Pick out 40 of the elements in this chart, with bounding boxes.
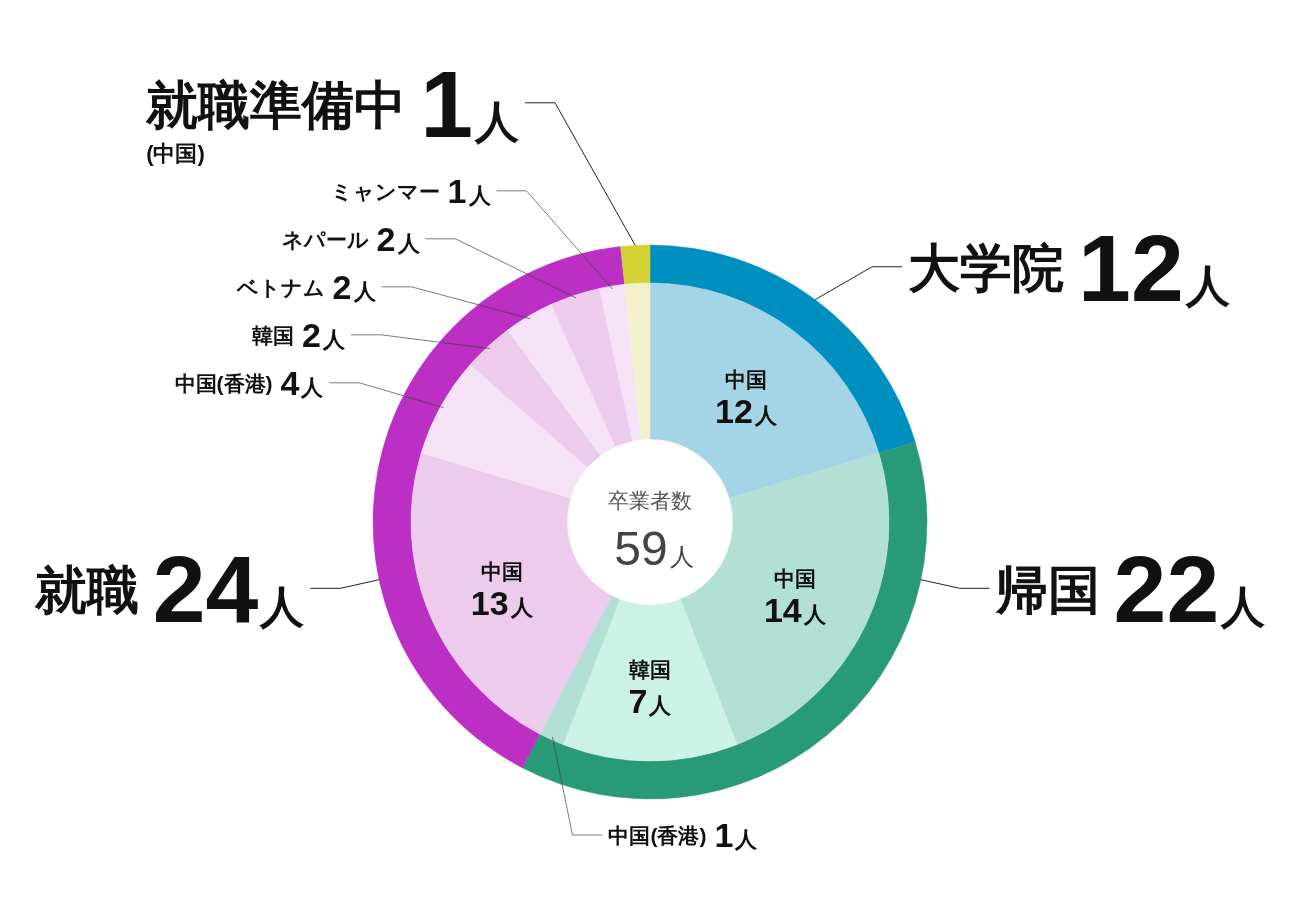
- data-label: 4人: [280, 363, 325, 402]
- slice-label: 大学院: [908, 239, 1065, 298]
- slice-label: 帰国: [994, 561, 1100, 620]
- data-label: 1人: [447, 171, 492, 210]
- donut-slice: [539, 595, 621, 745]
- category-label: (中国): [146, 140, 205, 166]
- slice-label: 韓国: [252, 323, 295, 347]
- data-label: 24人: [152, 536, 305, 643]
- slice-label: 中国: [773, 567, 816, 591]
- slice-label: 中国(香港): [608, 823, 707, 847]
- slice-label: ベトナム: [235, 275, 325, 299]
- data-label: 14人: [763, 591, 827, 630]
- slice-label: 韓国: [629, 658, 671, 681]
- data-label: 7人: [628, 682, 673, 720]
- slice-label: 就職: [33, 561, 139, 620]
- slice-label: 中国(香港): [174, 371, 273, 395]
- data-label: 1人: [420, 50, 519, 157]
- text: 59人: [614, 522, 694, 575]
- donut-slice: [550, 288, 633, 447]
- data-label: 1人: [714, 816, 759, 855]
- donut-slice: [469, 329, 601, 468]
- slice-label: 中国: [725, 367, 768, 391]
- donut-slice: [507, 304, 616, 456]
- data-label: 22人: [1113, 536, 1266, 643]
- data-label: 2人: [376, 219, 421, 258]
- donut-slice: [624, 282, 651, 440]
- donut-slice: [599, 284, 642, 442]
- data-label: 12人: [715, 391, 778, 430]
- donut-slice: [620, 244, 651, 285]
- donut-slice: [562, 599, 738, 762]
- slice-label: ネパール: [281, 227, 369, 251]
- slice-label: 就職準備中: [145, 75, 407, 134]
- text: 卒業者数: [608, 489, 692, 512]
- donut-slice: [420, 364, 588, 499]
- data-label: 12人: [1078, 214, 1230, 321]
- data-label: 2人: [302, 315, 346, 354]
- slice-label: ミャンマー: [330, 179, 440, 203]
- slice-label: 中国: [480, 559, 523, 583]
- data-label: 2人: [332, 267, 377, 306]
- data-label: 13人: [470, 583, 534, 622]
